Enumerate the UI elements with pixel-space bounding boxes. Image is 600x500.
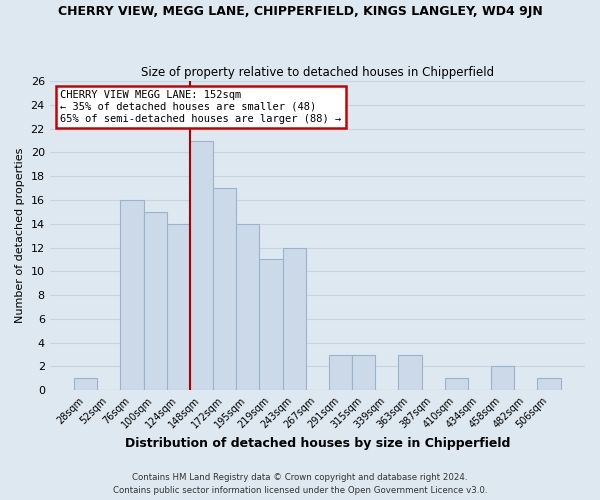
Bar [352, 354, 375, 390]
Bar [236, 224, 259, 390]
Bar [398, 354, 422, 390]
Text: Contains HM Land Registry data © Crown copyright and database right 2024.
Contai: Contains HM Land Registry data © Crown c… [113, 474, 487, 495]
Y-axis label: Number of detached properties: Number of detached properties [15, 148, 25, 324]
Text: CHERRY VIEW MEGG LANE: 152sqm
← 35% of detached houses are smaller (48)
65% of s: CHERRY VIEW MEGG LANE: 152sqm ← 35% of d… [61, 90, 341, 124]
Bar [167, 224, 190, 390]
X-axis label: Distribution of detached houses by size in Chipperfield: Distribution of detached houses by size … [125, 437, 510, 450]
Bar [143, 212, 167, 390]
Bar [213, 188, 236, 390]
Bar [491, 366, 514, 390]
Bar [329, 354, 352, 390]
Bar [74, 378, 97, 390]
Title: Size of property relative to detached houses in Chipperfield: Size of property relative to detached ho… [141, 66, 494, 78]
Bar [445, 378, 468, 390]
Bar [190, 140, 213, 390]
Text: CHERRY VIEW, MEGG LANE, CHIPPERFIELD, KINGS LANGLEY, WD4 9JN: CHERRY VIEW, MEGG LANE, CHIPPERFIELD, KI… [58, 5, 542, 18]
Bar [121, 200, 143, 390]
Bar [283, 248, 306, 390]
Bar [538, 378, 560, 390]
Bar [259, 260, 283, 390]
